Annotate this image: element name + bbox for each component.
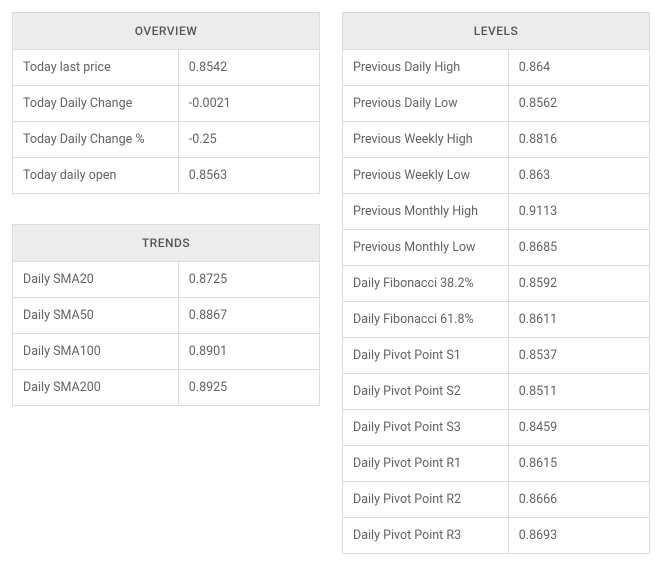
table-row: Previous Daily Low0.8562 — [343, 86, 650, 122]
row-value: 0.8459 — [508, 410, 649, 446]
table-row: Daily SMA200.8725 — [13, 262, 320, 298]
table-row: Daily Pivot Point S30.8459 — [343, 410, 650, 446]
table-row: Daily Fibonacci 61.8%0.8611 — [343, 302, 650, 338]
overview-header: OVERVIEW — [13, 13, 320, 50]
row-value: 0.8693 — [508, 518, 649, 554]
row-value: -0.25 — [178, 122, 319, 158]
row-value: -0.0021 — [178, 86, 319, 122]
row-value: 0.8537 — [508, 338, 649, 374]
table-row: Previous Monthly High0.9113 — [343, 194, 650, 230]
row-label: Previous Daily High — [343, 50, 509, 86]
row-value: 0.8666 — [508, 482, 649, 518]
left-column: OVERVIEW Today last price0.8542Today Dai… — [12, 12, 320, 406]
row-label: Daily Pivot Point R1 — [343, 446, 509, 482]
trends-table: TRENDS Daily SMA200.8725Daily SMA500.886… — [12, 224, 320, 406]
overview-body: Today last price0.8542Today Daily Change… — [13, 50, 320, 194]
row-value: 0.8542 — [178, 50, 319, 86]
row-label: Previous Weekly Low — [343, 158, 509, 194]
row-value: 0.8725 — [178, 262, 319, 298]
table-row: Daily SMA1000.8901 — [13, 334, 320, 370]
row-label: Daily Pivot Point S1 — [343, 338, 509, 374]
trends-header: TRENDS — [13, 225, 320, 262]
table-row: Daily SMA500.8867 — [13, 298, 320, 334]
row-value: 0.863 — [508, 158, 649, 194]
trends-body: Daily SMA200.8725Daily SMA500.8867Daily … — [13, 262, 320, 406]
row-label: Daily SMA20 — [13, 262, 179, 298]
row-label: Daily Fibonacci 61.8% — [343, 302, 509, 338]
row-label: Previous Daily Low — [343, 86, 509, 122]
levels-table: LEVELS Previous Daily High0.864Previous … — [342, 12, 650, 554]
table-row: Daily Pivot Point R30.8693 — [343, 518, 650, 554]
table-row: Daily SMA2000.8925 — [13, 370, 320, 406]
table-row: Daily Fibonacci 38.2%0.8592 — [343, 266, 650, 302]
table-row: Daily Pivot Point S20.8511 — [343, 374, 650, 410]
table-row: Previous Monthly Low0.8685 — [343, 230, 650, 266]
row-value: 0.864 — [508, 50, 649, 86]
row-label: Daily SMA50 — [13, 298, 179, 334]
row-value: 0.8816 — [508, 122, 649, 158]
overview-table: OVERVIEW Today last price0.8542Today Dai… — [12, 12, 320, 194]
levels-body: Previous Daily High0.864Previous Daily L… — [343, 50, 650, 554]
tables-container: OVERVIEW Today last price0.8542Today Dai… — [12, 12, 650, 554]
row-value: 0.8925 — [178, 370, 319, 406]
row-label: Previous Monthly High — [343, 194, 509, 230]
table-row: Today Daily Change-0.0021 — [13, 86, 320, 122]
row-label: Today daily open — [13, 158, 179, 194]
row-label: Daily Pivot Point R3 — [343, 518, 509, 554]
row-value: 0.8615 — [508, 446, 649, 482]
row-value: 0.8511 — [508, 374, 649, 410]
row-label: Today Daily Change % — [13, 122, 179, 158]
table-row: Previous Daily High0.864 — [343, 50, 650, 86]
row-value: 0.8867 — [178, 298, 319, 334]
row-label: Daily Pivot Point R2 — [343, 482, 509, 518]
row-value: 0.9113 — [508, 194, 649, 230]
table-row: Today last price0.8542 — [13, 50, 320, 86]
table-row: Daily Pivot Point R10.8615 — [343, 446, 650, 482]
row-value: 0.8901 — [178, 334, 319, 370]
row-label: Daily SMA100 — [13, 334, 179, 370]
table-row: Daily Pivot Point R20.8666 — [343, 482, 650, 518]
table-row: Previous Weekly High0.8816 — [343, 122, 650, 158]
row-label: Previous Monthly Low — [343, 230, 509, 266]
row-label: Daily Pivot Point S3 — [343, 410, 509, 446]
row-label: Daily Fibonacci 38.2% — [343, 266, 509, 302]
table-row: Daily Pivot Point S10.8537 — [343, 338, 650, 374]
row-label: Previous Weekly High — [343, 122, 509, 158]
table-row: Today Daily Change %-0.25 — [13, 122, 320, 158]
row-label: Today Daily Change — [13, 86, 179, 122]
row-value: 0.8562 — [508, 86, 649, 122]
row-value: 0.8685 — [508, 230, 649, 266]
table-row: Today daily open0.8563 — [13, 158, 320, 194]
row-value: 0.8563 — [178, 158, 319, 194]
row-value: 0.8611 — [508, 302, 649, 338]
row-label: Today last price — [13, 50, 179, 86]
levels-header: LEVELS — [343, 13, 650, 50]
row-label: Daily SMA200 — [13, 370, 179, 406]
row-label: Daily Pivot Point S2 — [343, 374, 509, 410]
row-value: 0.8592 — [508, 266, 649, 302]
right-column: LEVELS Previous Daily High0.864Previous … — [342, 12, 650, 554]
table-row: Previous Weekly Low0.863 — [343, 158, 650, 194]
